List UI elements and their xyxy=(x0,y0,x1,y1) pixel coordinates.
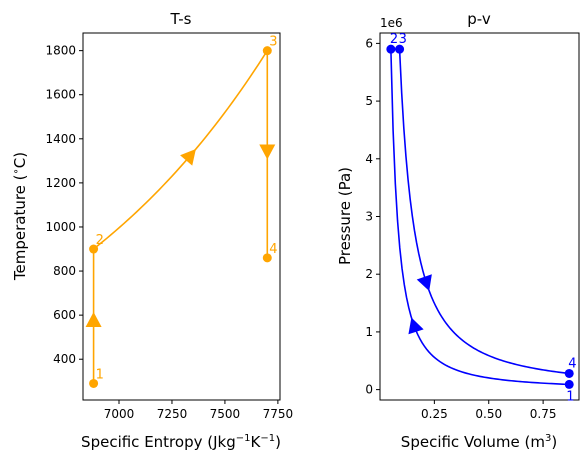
pv-y-axis-label: Pressure (Pa) xyxy=(336,167,354,265)
pv-y-tick-label: 6 xyxy=(365,36,373,50)
pv-point-1 xyxy=(564,379,574,389)
pv-title: p-v xyxy=(467,10,491,28)
ts-point-label-3: 3 xyxy=(269,35,277,50)
ts-arrow-2-3 xyxy=(180,149,196,166)
pv-y-tick-label: 3 xyxy=(365,210,373,224)
ts-x-ticks: 7000 7250 7500 7750 xyxy=(104,400,293,421)
pv-arrow-3-4 xyxy=(416,274,432,292)
ts-point-2 xyxy=(89,244,99,254)
ts-x-tick-label: 7750 xyxy=(263,407,294,421)
pv-x-axis-label: Specific Volume (m3) xyxy=(401,433,557,451)
pv-point-label-3: 3 xyxy=(399,32,407,47)
ts-series: 1 2 3 4 xyxy=(85,35,278,388)
pv-point-label-4: 4 xyxy=(568,356,576,371)
ts-x-tick-label: 7500 xyxy=(210,407,241,421)
pv-y-tick-label: 5 xyxy=(365,94,373,108)
ts-point-3 xyxy=(262,46,272,56)
pv-point-2 xyxy=(386,44,396,54)
pv-y-ticks: 0 1 2 3 4 5 6 xyxy=(365,36,380,397)
pv-x-tick-label: 0.75 xyxy=(530,407,557,421)
pv-offset-text: 1e6 xyxy=(380,16,403,30)
pv-line-3-4 xyxy=(398,49,570,375)
pv-y-tick-label: 2 xyxy=(365,267,373,281)
pv-y-tick-label: 1 xyxy=(365,325,373,339)
ts-y-tick-label: 1000 xyxy=(45,220,76,234)
pv-plot-frame xyxy=(379,32,580,401)
ts-line-2-3 xyxy=(93,50,268,250)
ts-y-ticks: 400 600 800 1000 1200 1400 1600 1800 xyxy=(45,44,83,366)
ts-y-tick-label: 1600 xyxy=(45,88,76,102)
ts-point-label-2: 2 xyxy=(96,233,104,248)
ts-point-1 xyxy=(89,378,99,388)
ts-arrow-1-2 xyxy=(85,312,102,328)
ts-x-tick-label: 7250 xyxy=(157,407,188,421)
ts-x-axis-label: Specific Entropy (Jkg−1K−1) xyxy=(81,433,281,451)
pv-x-tick-label: 0.25 xyxy=(421,407,448,421)
ts-panel: T-s 7000 7250 7500 7750 4006008001000120014… xyxy=(11,10,293,451)
ts-y-axis-label: Temperature (∘C) xyxy=(11,152,29,281)
ts-y-tick-label: 1400 xyxy=(45,132,76,146)
pv-point-label-2: 2 xyxy=(390,32,398,47)
pv-point-3 xyxy=(395,44,405,54)
pv-point-label-1: 1 xyxy=(566,389,574,404)
ts-point-4 xyxy=(262,253,272,263)
ts-y-tick-label: 1800 xyxy=(45,44,76,58)
ts-point-label-1: 1 xyxy=(96,367,104,382)
ts-title: T-s xyxy=(169,10,191,28)
pv-y-tick-label: 0 xyxy=(365,383,373,397)
ts-y-tick-label: 600 xyxy=(53,308,76,322)
pv-series: 1 2 3 4 xyxy=(386,32,576,404)
pv-x-ticks: 0.25 0.50 0.75 xyxy=(421,400,556,421)
ts-y-tick-label: 1200 xyxy=(45,176,76,190)
pv-y-tick-label: 4 xyxy=(365,152,373,166)
ts-y-tick-label: 400 xyxy=(53,352,76,366)
pv-arrow-1-2 xyxy=(408,317,424,335)
ts-x-tick-label: 7000 xyxy=(104,407,135,421)
pv-line-1-2 xyxy=(390,49,570,386)
ts-y-tick-label: 800 xyxy=(53,264,76,278)
ts-arrow-3-4 xyxy=(259,144,276,160)
ts-plot-frame xyxy=(82,32,281,401)
pv-x-tick-label: 0.50 xyxy=(475,407,502,421)
pv-point-4 xyxy=(564,368,574,378)
ts-point-label-4: 4 xyxy=(269,242,277,257)
